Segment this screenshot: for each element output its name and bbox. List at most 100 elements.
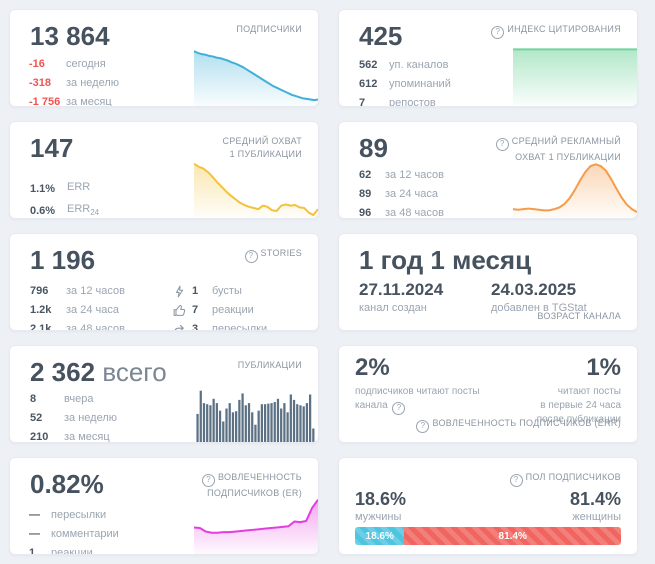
female-value: 81.4% xyxy=(569,489,621,509)
channel-created: 27.11.2024 канал создан xyxy=(359,280,443,314)
gender-card-label: ? ПОЛ ПОДПИСЧИКОВ xyxy=(509,471,621,487)
subscribers-sparkline xyxy=(194,47,318,106)
stat-row: — комментарии xyxy=(29,525,119,544)
added-label: добавлен в TGStat xyxy=(491,302,587,314)
info-icon[interactable]: ? xyxy=(495,138,509,151)
info-icon[interactable]: ? xyxy=(509,474,523,487)
avg-reach-sparkline xyxy=(194,159,318,218)
stat-label: за 48 часов xyxy=(66,323,125,331)
stat-label: за неделю xyxy=(66,77,120,89)
stat-label: вчера xyxy=(64,393,94,405)
stat-label: реакции xyxy=(212,304,254,316)
stories-stats: 796 за 12 часов 1.2k за 24 часа 2.1k за … xyxy=(30,282,125,331)
stat-value: 0.6% xyxy=(30,204,56,217)
stories-engagement: 1 бусты 7 реакции 3 пересылки xyxy=(173,282,268,331)
avg-reach-value: 147 xyxy=(30,133,74,163)
err-left-value: 2% xyxy=(355,354,390,381)
stat-label: за неделю xyxy=(64,412,118,424)
stat-value: 96 xyxy=(359,207,372,219)
male-bar-segment: 18.6% xyxy=(355,527,405,545)
stat-value: 1 xyxy=(192,285,199,297)
stat-row: 62 за 12 часов xyxy=(359,166,444,185)
stat-value: 7 xyxy=(359,97,366,107)
stat-value: 8 xyxy=(30,393,37,405)
citation-index-card[interactable]: 425 ? ИНДЕКС ЦИТИРОВАНИЯ 562 уп. каналов … xyxy=(338,9,638,107)
stat-row: 52 за неделю xyxy=(30,409,117,428)
err-right-block: 1% читают посты в первые 24 часа после п… xyxy=(537,354,621,427)
female-block: 81.4% женщины xyxy=(570,489,621,523)
stat-value: — xyxy=(29,509,40,521)
stat-row: 7 реакции xyxy=(173,301,267,320)
stat-label: за 12 часов xyxy=(66,285,125,297)
citation-index-card-label: ? ИНДЕКС ЦИТИРОВАНИЯ xyxy=(491,23,621,39)
stat-row: 210 за месяц xyxy=(30,428,117,442)
avg-ad-reach-sparkline xyxy=(513,159,637,218)
channel-age-card[interactable]: 1 год 1 месяц 27.11.2024 канал создан 24… xyxy=(338,233,638,331)
citation-sparkline xyxy=(513,47,637,106)
stat-value: 7 xyxy=(192,304,199,316)
channel-added: 24.03.2025 добавлен в TGStat xyxy=(491,280,587,314)
stat-row: 562 уп. каналов xyxy=(359,56,451,75)
citation-index-value: 425 xyxy=(359,21,403,51)
stat-label: репостов xyxy=(389,97,436,107)
stories-value: 1 196 xyxy=(30,245,96,275)
stat-row: 1 реакции xyxy=(29,544,119,555)
female-label: женщины xyxy=(572,511,621,523)
publications-card[interactable]: 2 362 всего ПУБЛИКАЦИИ 8 вчера 52 за нед… xyxy=(9,345,319,443)
gender-card[interactable]: ? ПОЛ ПОДПИСЧИКОВ 18.6% мужчины 81.4% жен… xyxy=(338,457,638,555)
stat-row: 1 бусты xyxy=(173,282,267,301)
stat-label: сегодня xyxy=(66,58,106,70)
stat-value: 52 xyxy=(30,412,43,424)
avg-ad-reach-card-label: ? СРЕДНИЙ РЕКЛАМНЫЙ ОХВАТ 1 ПУБЛИКАЦИИ xyxy=(495,135,621,164)
stat-value: — xyxy=(29,528,40,540)
info-icon[interactable]: ? xyxy=(491,26,505,39)
subscribers-card[interactable]: 13 864 ПОДПИСЧИКИ -16 сегодня -318 за не… xyxy=(9,9,319,107)
info-icon[interactable]: ? xyxy=(201,474,215,487)
err-card-label: ? ВОВЛЕЧЕННОСТЬ ПОДПИСЧИКОВ (ERR) xyxy=(416,418,621,433)
avg-reach-card-label: СРЕДНИЙ ОХВАТ 1 ПУБЛИКАЦИИ xyxy=(222,136,302,159)
stat-value: 3 xyxy=(192,323,199,331)
stat-value: 89 xyxy=(359,188,372,200)
avg-ad-reach-card[interactable]: 89 ? СРЕДНИЙ РЕКЛАМНЫЙ ОХВАТ 1 ПУБЛИКАЦИИ… xyxy=(338,121,638,219)
stat-row: -318 за неделю xyxy=(29,74,119,93)
stat-row: -16 сегодня xyxy=(29,55,119,74)
stat-value: 62 xyxy=(359,169,372,181)
boost-icon xyxy=(176,285,184,298)
err-left-block: 2% подписчиков читают посты канала ? xyxy=(355,354,480,415)
stat-label: за 24 часа xyxy=(385,188,438,200)
stat-value: 1.2k xyxy=(30,304,52,316)
stories-card[interactable]: 1 196 ? STORIES 796 за 12 часов 1.2k за 2… xyxy=(9,233,319,331)
gender-ratio-bar: 18.6% 81.4% xyxy=(355,527,621,545)
stat-row: 0.6% ERR24 xyxy=(30,200,100,218)
er-card-label: ? ВОВЛЕЧЕННОСТЬ ПОДПИСЧИКОВ (ER) xyxy=(201,471,302,500)
added-date: 24.03.2025 xyxy=(491,280,577,299)
stat-row: 89 за 24 часа xyxy=(359,185,444,204)
stat-label: комментарии xyxy=(51,528,119,540)
subscribers-card-label: ПОДПИСЧИКИ xyxy=(236,24,302,34)
info-icon[interactable]: ? xyxy=(416,420,430,433)
publications-value: 2 362 всего xyxy=(30,357,167,387)
err-card[interactable]: 2% подписчиков читают посты канала ? 1% … xyxy=(338,345,638,443)
stat-label: реакции xyxy=(51,547,93,555)
er-card[interactable]: 0.82% ? ВОВЛЕЧЕННОСТЬ ПОДПИСЧИКОВ (ER) — … xyxy=(9,457,319,555)
info-icon[interactable]: ? xyxy=(244,250,258,263)
stat-value: 796 xyxy=(30,285,49,297)
avg-reach-stats: 1.1% ERR 0.6% ERR24 xyxy=(30,178,100,218)
stat-row: 796 за 12 часов xyxy=(30,282,125,301)
avg-reach-card[interactable]: 147 СРЕДНИЙ ОХВАТ 1 ПУБЛИКАЦИИ 1.1% ERR … xyxy=(9,121,319,219)
err-right-label: читают посты в первые 24 часа после публ… xyxy=(536,386,621,425)
male-label: мужчины xyxy=(355,511,402,523)
stat-label: пересылки xyxy=(212,323,268,331)
stat-label: пересылки xyxy=(51,509,107,521)
stat-label: за 12 часов xyxy=(385,169,444,181)
stat-label: ERR24 xyxy=(67,203,100,218)
thumb-up-icon xyxy=(173,304,186,316)
created-date: 27.11.2024 xyxy=(359,280,444,299)
stat-row: — пересылки xyxy=(29,506,119,525)
publications-bar-chart xyxy=(196,390,315,442)
info-icon[interactable]: ? xyxy=(392,402,406,415)
stat-label: за 48 часов xyxy=(385,207,444,219)
stat-row: 96 за 48 часов xyxy=(359,204,444,219)
channel-age-card-label: ВОЗРАСТ КАНАЛА xyxy=(537,311,621,321)
stories-card-label: ? STORIES xyxy=(244,247,302,263)
